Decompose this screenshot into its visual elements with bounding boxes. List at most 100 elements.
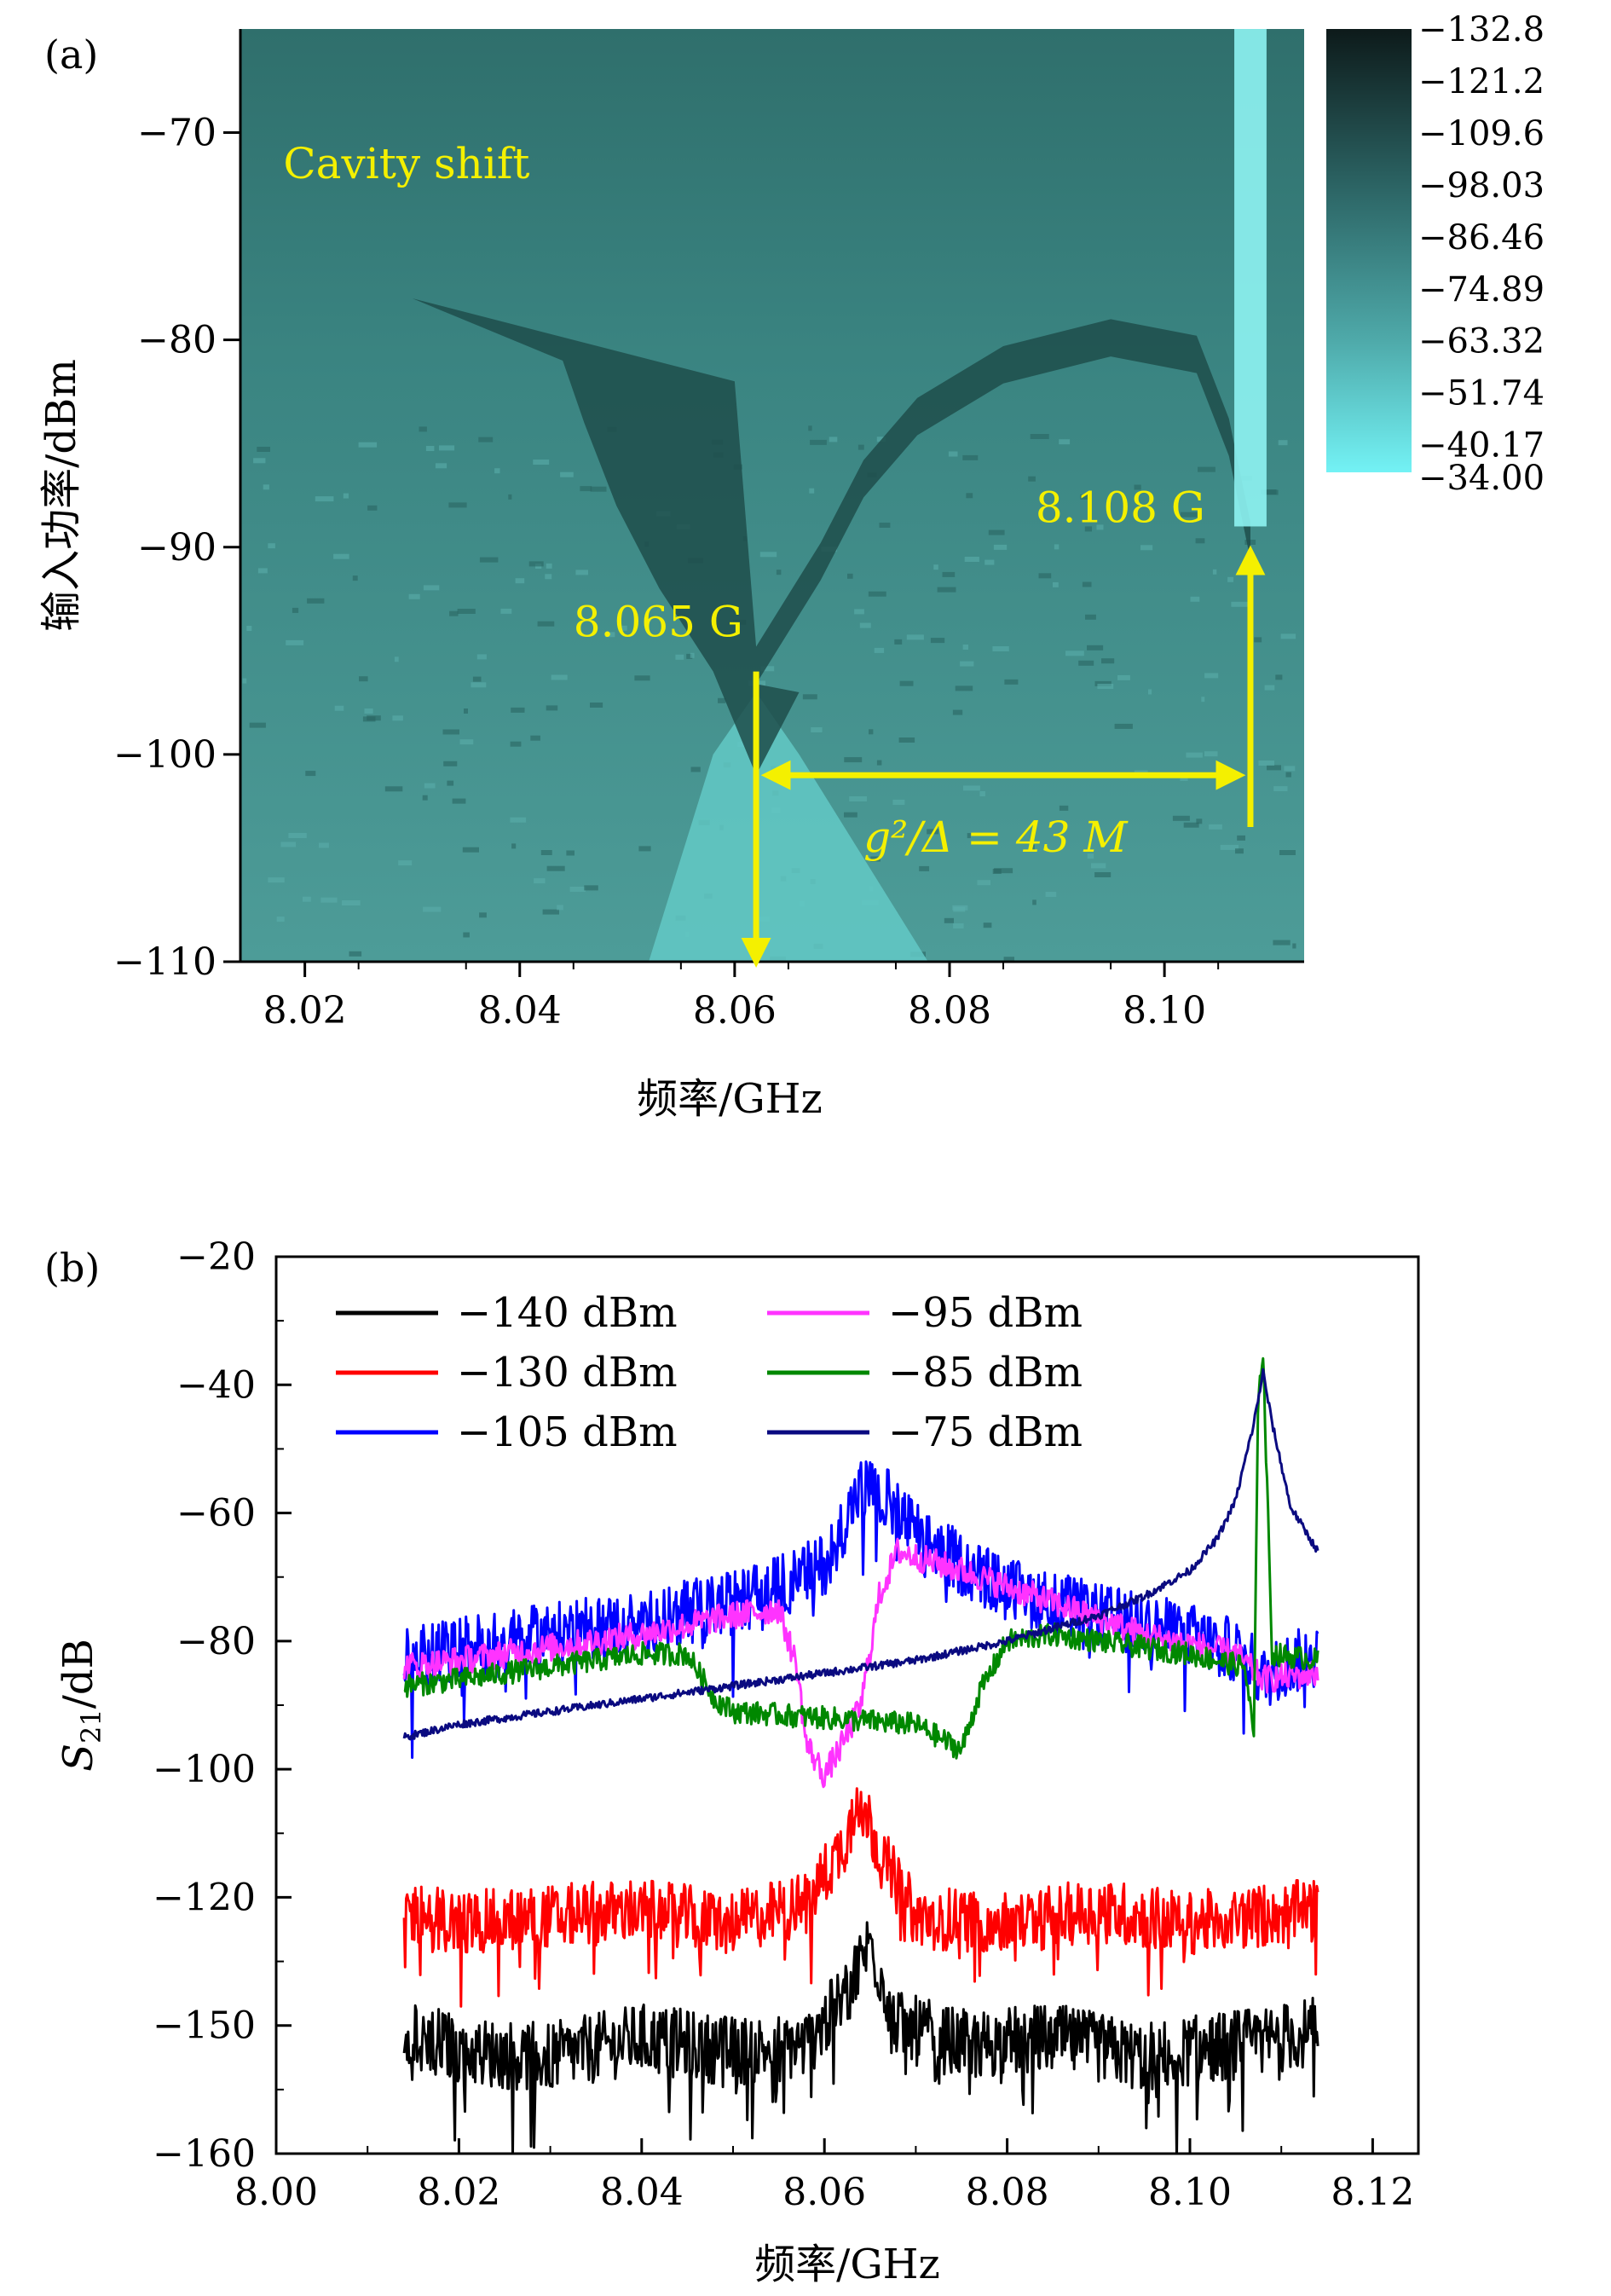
- x-tick-label-b: 8.12: [1331, 2171, 1414, 2214]
- annotation-8108: 8.108 G: [1036, 483, 1205, 533]
- heatmap-noise-cell: [242, 678, 247, 684]
- trace-4: [403, 1356, 1319, 1760]
- heatmap-noise-cell: [268, 543, 275, 549]
- colorbar-label: −86.46: [1418, 218, 1545, 257]
- heatmap-noise-cell: [510, 817, 527, 823]
- heatmap-noise-cell: [829, 437, 838, 442]
- heatmap-noise-cell: [844, 812, 857, 818]
- heatmap-noise-cell: [1279, 850, 1296, 855]
- heatmap-noise-cell: [690, 766, 701, 772]
- heatmap-noise-cell: [442, 729, 459, 735]
- y-axis-title-b-unit: /dB: [55, 1639, 102, 1709]
- heatmap-noise-cell: [515, 578, 525, 584]
- heatmap-noise-cell: [280, 841, 297, 847]
- heatmap-noise-cell: [952, 709, 963, 715]
- heatmap-noise-cell: [1254, 637, 1262, 643]
- heatmap-noise-cell: [899, 680, 914, 686]
- colorbar-label: −109.6: [1418, 114, 1545, 153]
- heatmap-noise-cell: [1028, 476, 1036, 482]
- heatmap-noise-cell: [1204, 751, 1218, 757]
- heatmap-noise-cell: [1065, 651, 1084, 656]
- axes-a: 8.02 8.04 8.06 8.08 8.10 −70 −80 −90 −100 −110: [113, 29, 1304, 1032]
- heatmap-noise-cell: [1227, 576, 1234, 582]
- heatmap-noise-cell: [1198, 466, 1215, 472]
- heatmap-noise-cell: [257, 568, 268, 574]
- heatmap-noise-cell: [435, 463, 448, 469]
- heatmap-noise-cell: [869, 729, 874, 735]
- heatmap-noise-cell: [534, 878, 546, 884]
- y-tick-label-b: −60: [176, 1492, 256, 1535]
- heatmap-noise-cell: [584, 885, 598, 891]
- heatmap-noise-cell: [988, 529, 1005, 535]
- legend-label-3: −95 dBm: [888, 1289, 1083, 1337]
- trace-0: [402, 1921, 1319, 2154]
- heatmap-noise-cell: [1196, 818, 1203, 824]
- heatmap-noise-cell: [1140, 545, 1153, 551]
- heatmap-noise-cell: [1134, 484, 1141, 490]
- heatmap-noise-cell: [1059, 805, 1069, 811]
- x-tick-label-b: 8.08: [966, 2171, 1049, 2214]
- panel-a-label: (a): [44, 32, 98, 78]
- colorbar-label: −40.17: [1418, 426, 1545, 466]
- heatmap-noise-cell: [463, 932, 470, 938]
- annotation-cavity-shift: Cavity shift: [283, 139, 529, 188]
- heatmap-noise-cell: [675, 654, 684, 660]
- heatmap-noise-cell: [686, 653, 693, 659]
- heatmap-noise-cell: [494, 468, 500, 474]
- heatmap-noise-cell: [1038, 573, 1052, 579]
- heatmap-noise-cell: [1059, 439, 1071, 445]
- heatmap-noise-cell: [870, 856, 881, 862]
- colorbar-label: −63.32: [1418, 322, 1545, 361]
- y-tick-label-a: −90: [137, 526, 217, 570]
- heatmap-noise-cell: [1267, 765, 1281, 771]
- heatmap-noise-cell: [967, 833, 971, 839]
- heatmap-noise-cell: [528, 561, 544, 567]
- heatmap-noise-cell: [1097, 684, 1114, 689]
- heatmap-noise-cell: [955, 685, 973, 691]
- heatmap-noise-cell: [847, 573, 853, 579]
- heatmap-noise-cell: [1285, 772, 1291, 778]
- heatmap-noise-cell: [307, 598, 325, 604]
- y-tick-label-a: −70: [137, 112, 217, 155]
- heatmap-noise-cell: [927, 829, 939, 835]
- heatmap-noise-cell: [545, 574, 552, 580]
- colorbar: [1326, 29, 1412, 472]
- heatmap-noise-cell: [286, 639, 304, 645]
- x-tick-label-a: 8.10: [1123, 989, 1206, 1032]
- heatmap-noise-cell: [1186, 752, 1203, 758]
- heatmap-noise-cell: [1190, 596, 1200, 602]
- heatmap-noise-cell: [452, 798, 466, 804]
- heatmap-noise-cell: [423, 906, 442, 912]
- heatmap-noise-cell: [394, 656, 399, 662]
- x-tick-label-a: 8.04: [478, 989, 562, 1032]
- heatmap-noise-cell: [292, 607, 299, 613]
- heatmap-noise-cell: [590, 486, 607, 492]
- heatmap-noise-cell: [315, 496, 334, 502]
- heatmap-noise-cell: [392, 715, 403, 721]
- heatmap-noise-cell: [962, 645, 968, 650]
- heatmap-noise-cell: [966, 493, 973, 499]
- heatmap-noise-cell: [993, 544, 1008, 550]
- heatmap-noise-cell: [303, 896, 311, 902]
- heatmap-noise-cell: [876, 760, 882, 766]
- heatmap-noise-cell: [1030, 844, 1035, 850]
- heatmap-noise-cell: [422, 795, 428, 801]
- heatmap-noise-cell: [352, 575, 358, 581]
- heatmap-noise-cell: [590, 703, 603, 708]
- heatmap-noise-cell: [546, 563, 552, 569]
- axes-b: 8.00 8.02 8.04 8.06 8.08 8.10 8.12 −20 −40 −60 −80…: [153, 1235, 1414, 2214]
- heatmap-noise-cell: [408, 593, 420, 599]
- y-tick-label-b: −20: [176, 1235, 256, 1279]
- heatmap-light-region: [649, 691, 928, 962]
- heatmap-noise-cell: [560, 471, 574, 477]
- heatmap-noise-cell: [334, 705, 344, 711]
- y-axis-title-b-sub: 21: [75, 1709, 107, 1744]
- panel-a: (a) 8.02 8.04 8.06 8.08 8.10 −70 −80 −90 −100 −11…: [38, 10, 1545, 1123]
- heatmap-noise-cell: [1082, 581, 1092, 587]
- heatmap-noise-cell: [398, 860, 413, 866]
- heatmap-noise-cell: [849, 796, 867, 801]
- heatmap-noise-cell: [808, 425, 812, 431]
- y-tick-label-b: −100: [153, 1748, 256, 1791]
- heatmap-noise-cell: [439, 445, 455, 451]
- colorbar-label: −98.03: [1418, 166, 1545, 205]
